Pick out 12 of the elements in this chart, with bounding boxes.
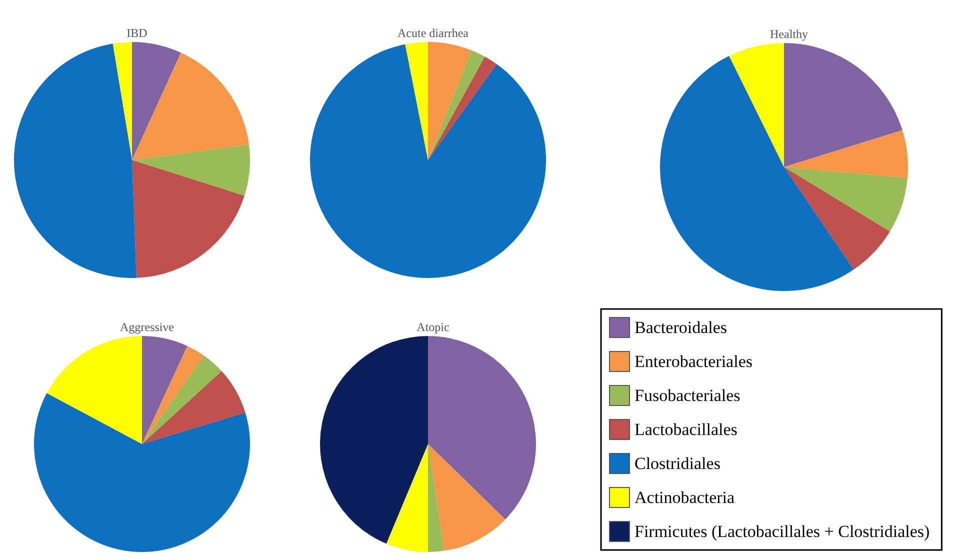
chart-title: Acute diarrhea bbox=[398, 26, 470, 40]
chart-title: Aggressive bbox=[120, 320, 174, 334]
legend-label: Actinobacteria bbox=[634, 488, 736, 507]
legend-label: Firmicutes (Lactobacillales + Clostridiales) bbox=[634, 522, 930, 541]
chart-title: Healthy bbox=[770, 27, 808, 41]
legend-label: Bacteroidales bbox=[634, 318, 728, 337]
legend-label: Fusobacteriales bbox=[634, 386, 740, 405]
legend-label: Lactobacillales bbox=[634, 420, 738, 439]
legend-label: Clostridiales bbox=[634, 454, 720, 473]
legend-label: Enterobacteriales bbox=[634, 352, 752, 371]
text: Atopic bbox=[416, 320, 450, 334]
chart-title: IBD bbox=[126, 26, 148, 40]
